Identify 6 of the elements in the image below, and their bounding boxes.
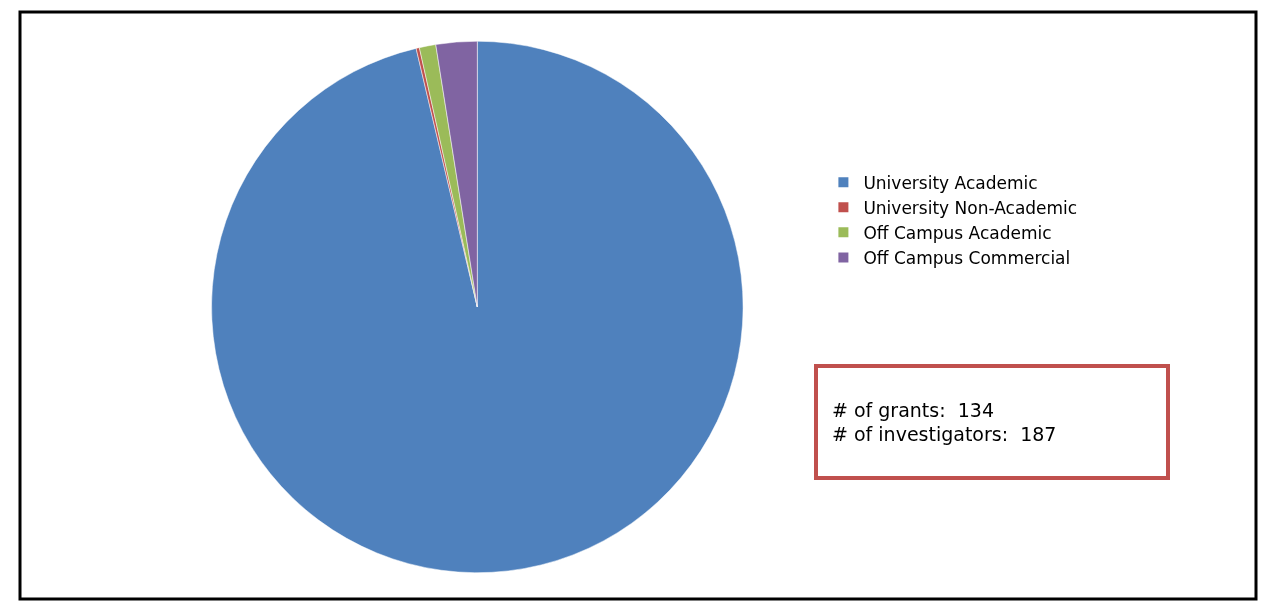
text: # of grants: 134 # of investigators: 187	[832, 398, 1057, 446]
pie-slice	[211, 40, 744, 573]
legend-label: Off Campus Commercial	[863, 248, 1071, 269]
legend-label: Off Campus Academic	[863, 223, 1052, 243]
legend-label: University Non-Academic	[863, 197, 1078, 218]
legend-label: University Academic	[863, 172, 1038, 193]
